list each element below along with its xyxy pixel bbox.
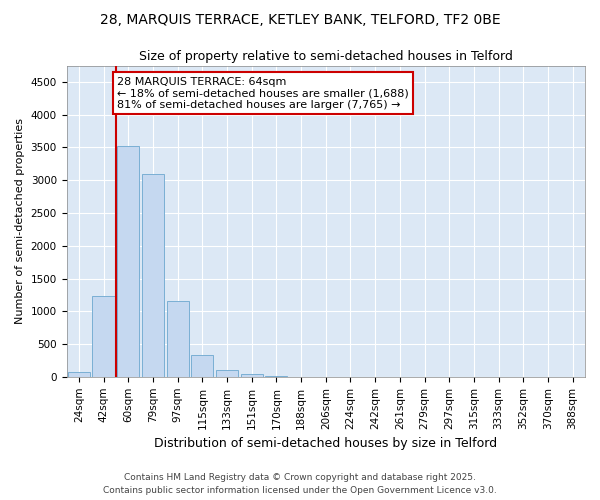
Bar — [167, 301, 189, 377]
Bar — [92, 296, 115, 377]
Bar — [241, 374, 263, 377]
Text: 28, MARQUIS TERRACE, KETLEY BANK, TELFORD, TF2 0BE: 28, MARQUIS TERRACE, KETLEY BANK, TELFOR… — [100, 12, 500, 26]
Bar — [191, 354, 214, 377]
Bar — [68, 372, 90, 377]
Bar — [142, 174, 164, 377]
Text: 28 MARQUIS TERRACE: 64sqm
← 18% of semi-detached houses are smaller (1,688)
81% : 28 MARQUIS TERRACE: 64sqm ← 18% of semi-… — [117, 76, 409, 110]
Title: Size of property relative to semi-detached houses in Telford: Size of property relative to semi-detach… — [139, 50, 513, 63]
Bar — [117, 146, 139, 377]
X-axis label: Distribution of semi-detached houses by size in Telford: Distribution of semi-detached houses by … — [154, 437, 497, 450]
Bar — [216, 370, 238, 377]
Text: Contains HM Land Registry data © Crown copyright and database right 2025.
Contai: Contains HM Land Registry data © Crown c… — [103, 474, 497, 495]
Y-axis label: Number of semi-detached properties: Number of semi-detached properties — [15, 118, 25, 324]
